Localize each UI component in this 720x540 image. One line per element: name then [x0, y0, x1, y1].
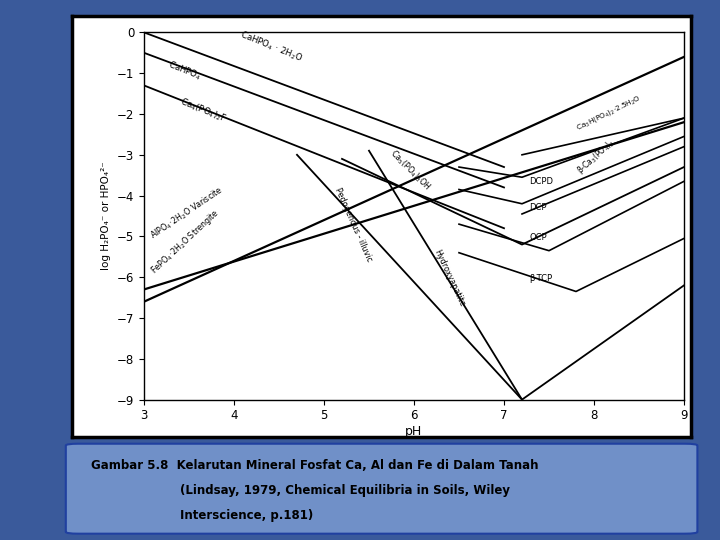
Text: β-Ca$_3$(PO$_4$)$_2$: β-Ca$_3$(PO$_4$)$_2$	[575, 136, 618, 177]
Text: CaHPO$_4$ · 2H$_2$O: CaHPO$_4$ · 2H$_2$O	[238, 29, 305, 65]
Y-axis label: log H₂PO₄⁻ or HPO₄²⁻: log H₂PO₄⁻ or HPO₄²⁻	[102, 161, 112, 271]
Text: Gambar 5.8  Kelarutan Mineral Fosfat Ca, Al dan Fe di Dalam Tanah: Gambar 5.8 Kelarutan Mineral Fosfat Ca, …	[91, 460, 538, 472]
Text: Hydroxyapatite: Hydroxyapatite	[432, 248, 467, 308]
Text: Pedogenous - illuvic: Pedogenous - illuvic	[333, 186, 374, 263]
Text: AlPO$_4$·2H$_2$O Variscite: AlPO$_4$·2H$_2$O Variscite	[148, 184, 226, 242]
X-axis label: pH: pH	[405, 425, 423, 438]
Text: FePO$_4$·2H$_2$O Strengite: FePO$_4$·2H$_2$O Strengite	[148, 207, 222, 277]
Text: OCP: OCP	[529, 233, 546, 242]
Text: DCP: DCP	[529, 203, 546, 212]
Text: β-TCP: β-TCP	[529, 274, 552, 284]
Text: Ca$_4$(PO$_4$)$_2$F: Ca$_4$(PO$_4$)$_2$F	[179, 96, 228, 126]
Text: CaHPO$_4$: CaHPO$_4$	[166, 58, 204, 83]
Text: DCPD: DCPD	[529, 177, 553, 186]
Text: Interscience, p.181): Interscience, p.181)	[180, 509, 314, 522]
FancyBboxPatch shape	[66, 444, 698, 534]
Text: (Lindsay, 1979, Chemical Equilibria in Soils, Wiley: (Lindsay, 1979, Chemical Equilibria in S…	[180, 484, 510, 497]
Text: Ca$_3$H(PO$_4$)$_2$·2.5H$_2$O: Ca$_3$H(PO$_4$)$_2$·2.5H$_2$O	[575, 93, 642, 133]
Text: Ca$_5$(PO$_4$)$_3$OH: Ca$_5$(PO$_4$)$_3$OH	[387, 147, 433, 193]
